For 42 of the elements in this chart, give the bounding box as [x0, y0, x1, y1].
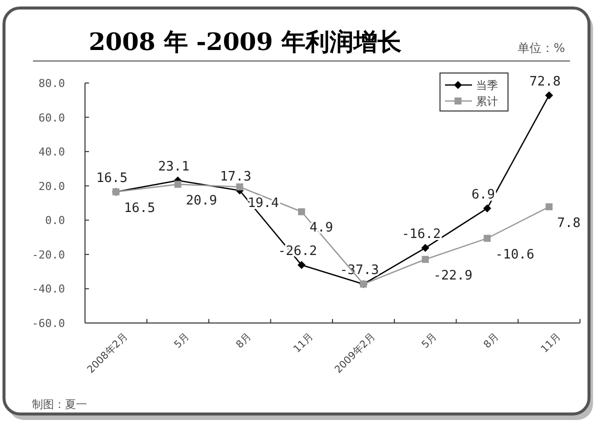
y-tick-label: 20.0 [38, 180, 65, 193]
legend-label: 当季 [476, 79, 498, 92]
x-tick-label: 11月 [292, 331, 316, 356]
data-label: 23.1 [158, 160, 190, 175]
y-tick-label: 0.0 [45, 214, 65, 228]
x-tick-label: 8月 [482, 331, 502, 351]
data-label: 16.5 [96, 170, 128, 186]
data-label: -10.6 [495, 247, 534, 262]
point [236, 183, 244, 190]
x-tick-label: 5月 [420, 331, 440, 351]
point [298, 261, 306, 270]
data-label: 7.8 [557, 216, 581, 231]
data-label: 16.5 [124, 200, 156, 216]
point [422, 256, 429, 263]
data-label: 17.3 [220, 169, 252, 184]
y-tick-label: -60.0 [32, 317, 65, 330]
x-tick-label: 5月 [172, 331, 192, 351]
text: 制图：夏一 [32, 398, 87, 411]
y-tick-label: -20.0 [32, 248, 65, 262]
y-tick-label: 40.0 [38, 146, 65, 159]
point [483, 204, 492, 212]
x-tick-label: 11月 [539, 331, 564, 356]
data-label: -22.9 [433, 268, 472, 284]
point [298, 208, 306, 216]
data-label: 72.8 [529, 74, 561, 90]
legend-label: 累计 [476, 95, 498, 108]
data-label: 4.9 [310, 220, 334, 236]
x-tick-label: 8月 [234, 331, 254, 351]
point [421, 244, 430, 252]
point [546, 203, 553, 210]
y-tick-label: 80.0 [38, 77, 65, 90]
data-label: 20.9 [186, 193, 218, 208]
data-label: -37.3 [340, 263, 380, 278]
data-label: 6.9 [471, 187, 495, 202]
point [484, 234, 491, 242]
text: 单位：% [518, 41, 565, 55]
data-label: -16.2 [402, 226, 441, 242]
point [174, 180, 182, 188]
point [545, 91, 554, 100]
y-tick-label: 60.0 [38, 111, 65, 124]
chart-title: 2008 年 -2009 年利润增长 [88, 27, 402, 56]
y-tick-label: -40.0 [32, 282, 65, 296]
